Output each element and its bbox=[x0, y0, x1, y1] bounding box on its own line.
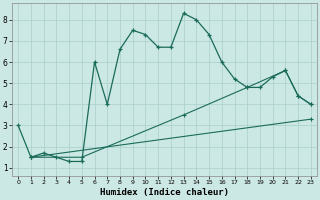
X-axis label: Humidex (Indice chaleur): Humidex (Indice chaleur) bbox=[100, 188, 229, 197]
